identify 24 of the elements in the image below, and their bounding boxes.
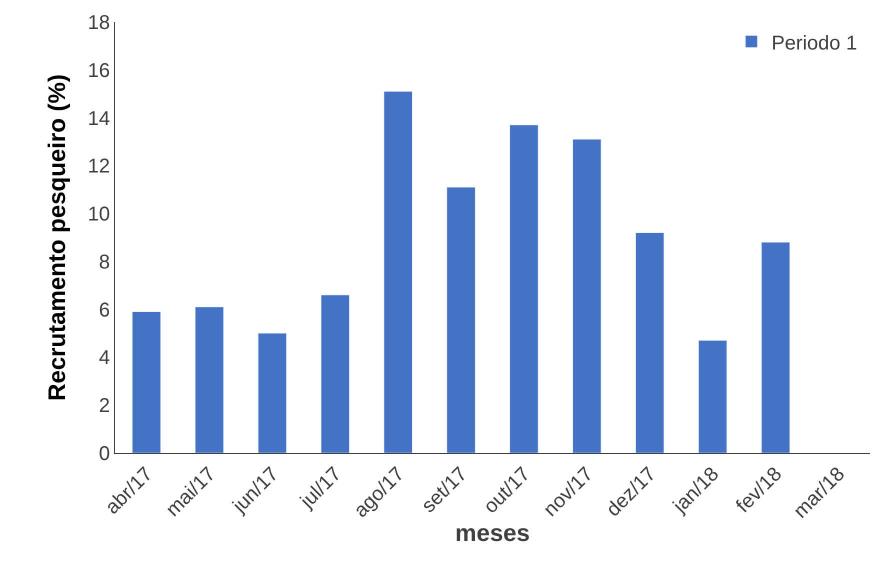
- y-tick-label: 6: [98, 299, 110, 322]
- bar: [384, 91, 413, 453]
- y-tick-label: 16: [88, 60, 110, 82]
- bar: [698, 340, 728, 453]
- y-tick-label: 18: [88, 12, 110, 34]
- bar: [510, 124, 538, 453]
- bar: [446, 186, 476, 453]
- bar: [320, 294, 350, 453]
- legend-label: Periodo 1: [771, 32, 858, 54]
- bar: [258, 333, 287, 453]
- bar: [635, 232, 664, 453]
- x-axis-title: meses: [455, 520, 530, 547]
- y-axis-title: Recrutamento pesqueiro (%): [44, 74, 71, 401]
- y-tick-label: 12: [88, 156, 110, 178]
- bar: [761, 242, 790, 453]
- y-tick-label: 10: [88, 204, 110, 226]
- y-tick-label: 2: [98, 395, 110, 418]
- y-tick-label: 8: [98, 251, 110, 274]
- bar: [572, 139, 602, 453]
- bar: [132, 311, 161, 453]
- bar: [194, 306, 224, 453]
- y-tick-label: 0: [98, 443, 110, 465]
- y-tick-label: 4: [98, 347, 110, 370]
- y-tick-label: 14: [88, 108, 110, 130]
